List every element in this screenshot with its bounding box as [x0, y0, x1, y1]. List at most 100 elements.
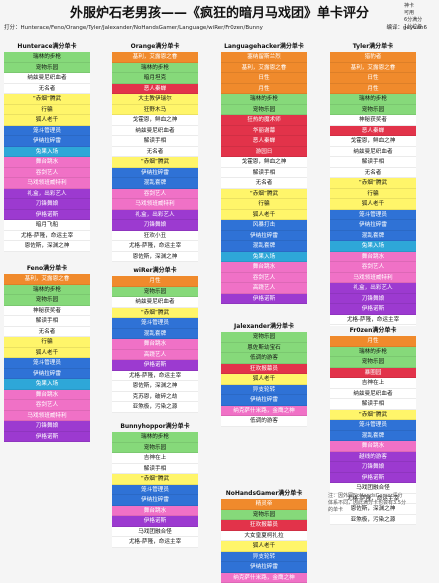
card-entry: 暗月飞船: [4, 220, 90, 231]
card-entry: 精灵帝: [221, 499, 307, 510]
card-entry: 兔果入场: [330, 241, 416, 252]
card-entry: 纳兹曼尼织血者: [112, 125, 198, 136]
card-column: NoHandsGamer满分单卡 精灵帝 宠物乐园 狂欢报幕员 大女皇夏柯扎拉 狐人老千异…: [221, 489, 307, 583]
card-entry: 尤格-萨隆，命运主宰: [112, 370, 198, 381]
card-entry: “赤烟”腾武: [221, 188, 307, 199]
card-entry: 宠物乐园: [221, 509, 307, 520]
card-entry: 亚煞极，污染之源: [112, 402, 198, 413]
card-entry: 日性: [330, 73, 416, 84]
card-entry: 狐人老千: [221, 541, 307, 552]
card-entry: 月性: [221, 83, 307, 94]
card-entry: 笼斗管理员: [4, 125, 90, 136]
card-entry: “赤烟”腾武: [330, 178, 416, 189]
card-entry: 瑞林的步枪: [4, 52, 90, 63]
card-entry: 马戏领班威特利: [330, 272, 416, 283]
card-title: NoHandsGamer满分单卡: [221, 489, 307, 499]
card-entry: 塞纳留斯兰烈: [221, 52, 307, 63]
card-entry: 行骗: [330, 188, 416, 199]
card-column: Fr0zen满分单卡 月性 瑞林的步枪 宠物乐园 暴圈园 吉神在上 纳兹曼尼织血者 解读手相 “…: [330, 326, 416, 525]
card-entry: 兔果入场: [4, 379, 90, 390]
card-entry: 笼斗管理员: [112, 484, 198, 495]
card-entry: 基利，艾露恩之眷: [112, 52, 198, 63]
card-entry: 伊纳拉碎雷: [330, 220, 416, 231]
legend-item-2: 可用: [404, 10, 415, 16]
card-title: Feno满分单卡: [4, 264, 90, 274]
card-entry: 无名者: [4, 326, 90, 337]
card-entry: 神秘获奖者: [4, 305, 90, 316]
card-column: Orange满分单卡 基利，艾露恩之眷 瑞林的步枪 暗月坦克 恶人秦蝉 大主教伊瑞尔 狂野木…: [112, 42, 198, 262]
card-entry: “赤烟”腾武: [112, 307, 198, 318]
card-entry: 恩佐斯，深渊之神: [112, 251, 198, 262]
card-entry: 宠物乐园: [4, 295, 90, 306]
card-entry: 纳兹曼尼织血者: [330, 146, 416, 157]
card-entry: 礼盒，出彩艺人: [112, 209, 198, 220]
card-entry: 低调的游客: [221, 353, 307, 364]
card-entry: 混乱套牌: [330, 430, 416, 441]
card-entry: 伊格诺斯: [112, 516, 198, 527]
card-entry: 伊格诺斯: [4, 209, 90, 220]
card-entry: 吞剑艺人: [112, 188, 198, 199]
card-entry: 伊纳拉碎雷: [112, 495, 198, 506]
card-entry: 宠物乐园: [4, 62, 90, 73]
card-entry: 马戏团融合怪: [112, 526, 198, 537]
card-entry: “赤烟”腾武: [112, 474, 198, 485]
meta-line: 打分：Hunterace/Feno/Orange/Tyler/Jalexande…: [4, 22, 435, 32]
meta-right: 编译：geyuan6: [386, 25, 427, 31]
legend-item-1: 神卡: [404, 3, 415, 9]
legend-item-3: 6分满分: [404, 17, 423, 23]
card-entry: 舞台跳水: [221, 262, 307, 273]
card-entry: 兔果入场: [4, 146, 90, 157]
card-title: wiRer满分单卡: [112, 266, 198, 276]
card-title: Bunnyhoppor满分单卡: [112, 422, 198, 432]
card-entry: 宠物乐园: [221, 332, 307, 343]
card-title: Fr0zen满分单卡: [330, 326, 416, 336]
card-entry: 伊格诺斯: [112, 360, 198, 371]
card-entry: 暗月坦克: [112, 73, 198, 84]
card-entry: 解读手相: [221, 167, 307, 178]
card-entry: 大主教伊瑞尔: [112, 94, 198, 105]
card-entry: 基利，艾露恩之眷: [221, 62, 307, 73]
card-entry: 戈霍恩，鲜血之神: [221, 157, 307, 168]
card-column: Hunterace满分单卡 瑞林的步枪 宠物乐园 纳兹曼尼织血者 无名者 “赤烟”腾武 行骗…: [4, 42, 90, 252]
card-entry: 月性: [330, 83, 416, 94]
card-entry: 瑞林的步枪: [221, 94, 307, 105]
card-entry: 尤格-萨隆，命运主宰: [112, 537, 198, 548]
card-entry: 亚煞极，污染之源: [330, 514, 416, 525]
card-entry: 伊纳拉碎雷: [221, 230, 307, 241]
card-entry: 行骗: [4, 337, 90, 348]
card-entry: 马戏团融合怪: [330, 483, 416, 494]
card-entry: 猎豹者: [330, 52, 416, 63]
card-entry: 狂欢报幕员: [221, 520, 307, 531]
card-entry: 笼斗管理员: [4, 358, 90, 369]
card-entry: 刀锋舞娘: [330, 293, 416, 304]
card-entry: 狐人老千: [221, 209, 307, 220]
card-entry: 高跷艺人: [112, 349, 198, 360]
card-entry: 低调的游客: [221, 416, 307, 427]
card-entry: 纳兹曼尼织血者: [4, 73, 90, 84]
card-entry: 狂欢小丑: [112, 230, 198, 241]
card-entry: 刀锋舞娘: [4, 421, 90, 432]
card-column: Feno满分单卡 基利，艾露恩之眷 瑞林的步枪 宠物乐园 神秘获奖者 解读手相 无名者 行骗狐…: [4, 264, 90, 442]
card-entry: 马戏领班威特利: [4, 178, 90, 189]
card-entry: 神秘获奖者: [330, 115, 416, 126]
card-entry: 尤格-萨隆，命运主宰: [112, 241, 198, 252]
card-entry: 克苏恩，破碎之劫: [112, 391, 198, 402]
card-entry: 狐人老千: [330, 199, 416, 210]
card-entry: 高跷艺人: [221, 283, 307, 294]
card-entry: 刀锋舞娘: [4, 199, 90, 210]
card-entry: 狂野木马: [112, 104, 198, 115]
card-entry: 月性: [112, 276, 198, 287]
card-entry: 吞剑艺人: [4, 167, 90, 178]
card-entry: 无名者: [112, 146, 198, 157]
card-entry: 基利，艾露恩之眷: [330, 62, 416, 73]
card-entry: 吉神在上: [112, 453, 198, 464]
card-entry: 伊纳拉碎雷: [4, 136, 90, 147]
card-entry: 日性: [221, 73, 307, 84]
footer-note: 注：因外网NoHandsGamer评分体系不同，因此满分卡也会有3.5分的单卡: [328, 493, 406, 513]
card-entry: 兔果入场: [221, 251, 307, 262]
card-entry: 宠物乐园: [112, 286, 198, 297]
card-entry: 狐人老千: [221, 374, 307, 385]
card-entry: 混乱套牌: [112, 328, 198, 339]
card-entry: 混乱套牌: [112, 178, 198, 189]
card-entry: 舞台跳水: [330, 441, 416, 452]
